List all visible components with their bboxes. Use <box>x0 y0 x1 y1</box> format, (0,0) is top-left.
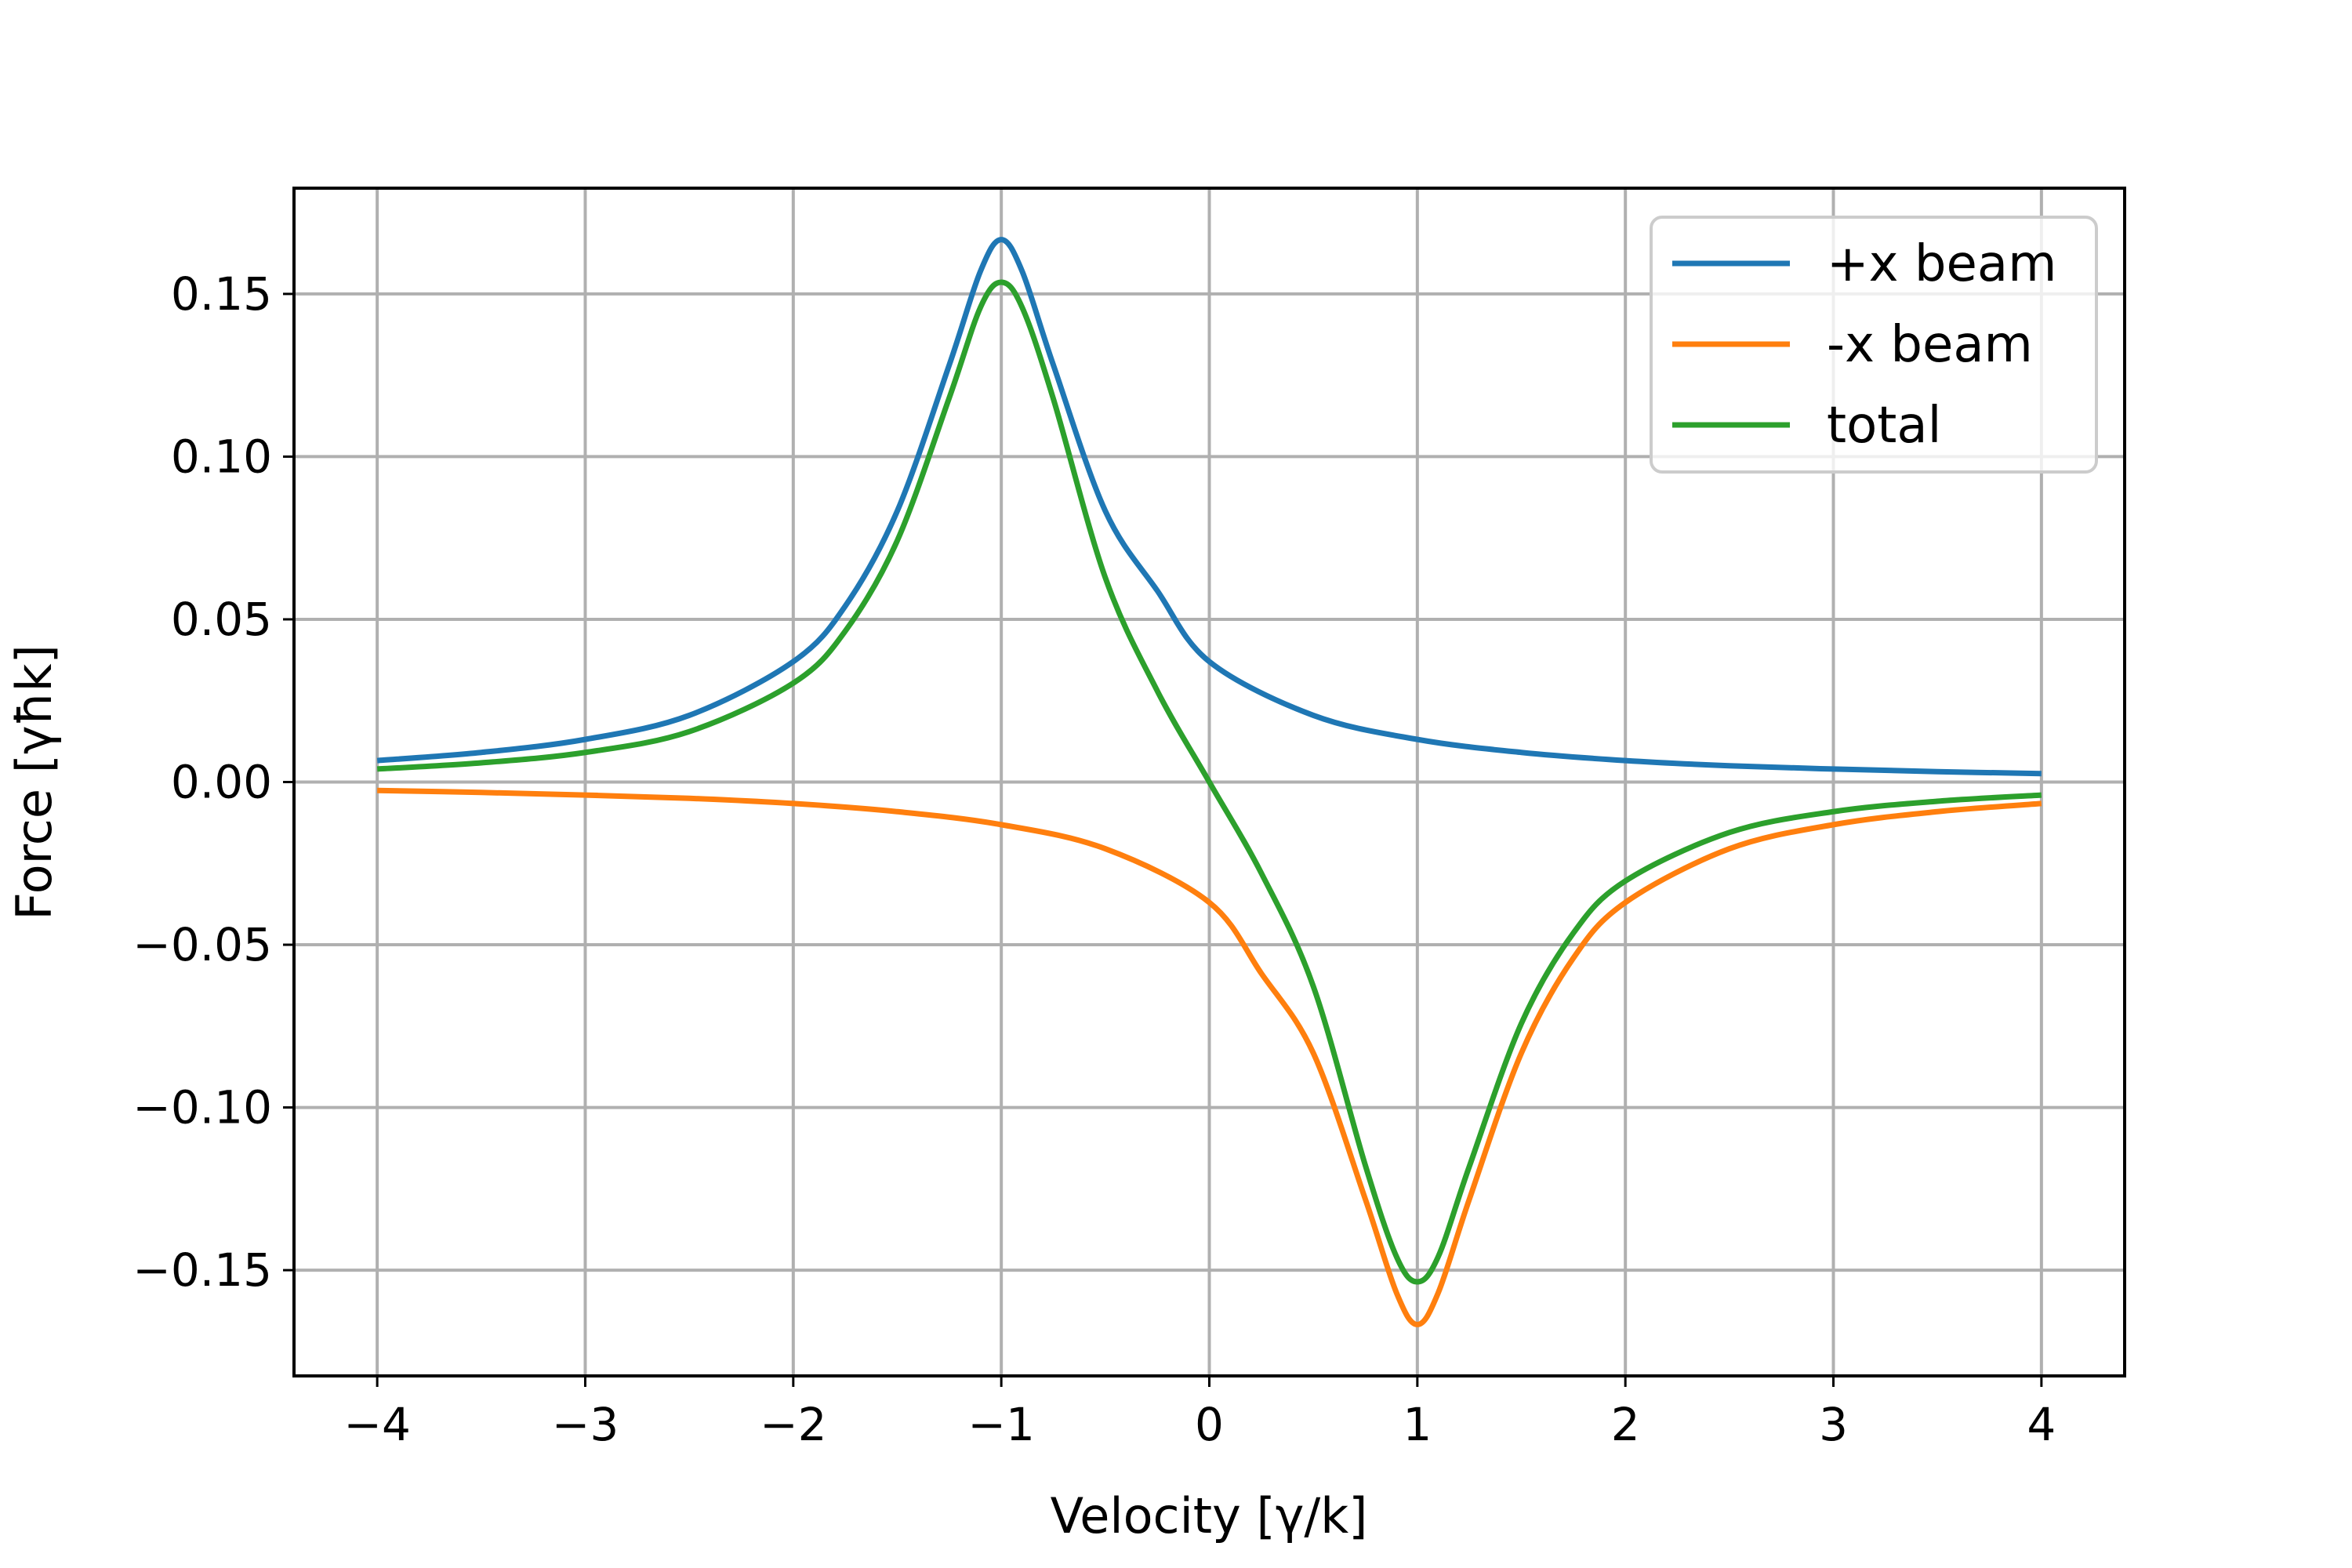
series-line-0 <box>376 237 2042 777</box>
x-tick-label: −2 <box>760 1398 827 1451</box>
y-tick-label: 0.10 <box>171 430 272 483</box>
series-line-1 <box>377 787 2042 1327</box>
series-layer <box>376 237 2042 1327</box>
legend-label: total <box>1827 397 1941 455</box>
legend: +x beam -x beam total <box>1650 216 2098 474</box>
legend-entries: +x beam -x beam total <box>1672 235 2056 455</box>
y-tick-label: −0.15 <box>132 1243 272 1297</box>
x-tick-label: 3 <box>1819 1398 1848 1451</box>
x-tick-label: 1 <box>1403 1398 1432 1451</box>
y-axis-label: Force [γħk] <box>5 644 63 920</box>
x-tick-label: 0 <box>1195 1398 1224 1451</box>
x-tick-label: −3 <box>552 1398 619 1451</box>
series-line-2 <box>376 279 2042 1285</box>
x-tick-label: 2 <box>1611 1398 1640 1451</box>
y-tick-label: −0.10 <box>132 1081 272 1134</box>
legend-box <box>1650 216 2098 474</box>
x-axis-label: Velocity [γ/k] <box>1051 1487 1368 1544</box>
y-tick-label: −0.05 <box>132 918 272 971</box>
legend-label: -x beam <box>1827 316 2033 374</box>
legend-label: +x beam <box>1827 235 2056 293</box>
y-tick-label: 0.00 <box>171 756 272 809</box>
x-tick-label: 4 <box>2027 1398 2056 1451</box>
y-tick-label: 0.15 <box>171 267 272 321</box>
x-tick-label: −4 <box>343 1398 411 1451</box>
x-tick-label: −1 <box>967 1398 1035 1451</box>
y-tick-label: 0.05 <box>171 593 272 646</box>
ticks: −4 −3 −2 −1 0 1 2 3 4 0.15 0.10 0.05 0.00 −0.05 −0.10 −… <box>132 267 2056 1451</box>
